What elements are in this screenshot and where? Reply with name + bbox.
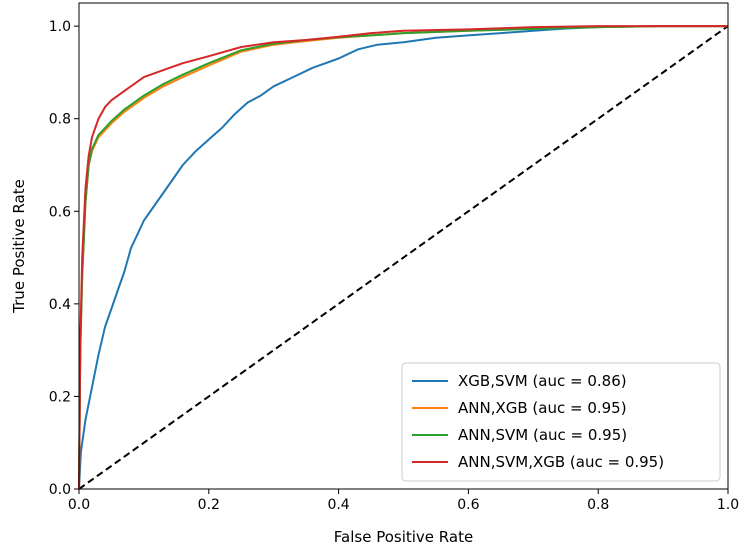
series-lines <box>78 25 729 490</box>
axes-frame <box>78 2 729 490</box>
y-tick-label: 0.0 <box>49 482 71 498</box>
x-axis-label: False Positive Rate <box>334 528 473 546</box>
x-tick-label: 0.2 <box>198 497 220 513</box>
plot-area <box>78 25 729 490</box>
legend-label: ANN,SVM (auc = 0.95) <box>458 426 627 444</box>
legend-box <box>401 362 721 482</box>
legend-label: ANN,XGB (auc = 0.95) <box>458 399 627 417</box>
y-tick-label: 0.2 <box>49 389 71 405</box>
chance-diagonal-line <box>78 25 729 490</box>
roc-curve-0 <box>78 25 728 490</box>
x-tick-label: 0.0 <box>68 497 90 513</box>
y-tick-label: 0.4 <box>49 297 71 313</box>
legend-label: XGB,SVM (auc = 0.86) <box>458 372 627 390</box>
axis-ticks: 0.0 0.2 0.4 0.6 0.8 1.0 0.0 0.2 0.4 0.6 0.8 1.0 <box>49 19 739 513</box>
y-tick-label: 0.6 <box>49 204 71 220</box>
x-tick-label: 0.6 <box>457 497 479 513</box>
legend: XGB,SVM (auc = 0.86) ANN,XGB (auc = 0.95)… <box>401 362 721 482</box>
roc-curve-3 <box>78 25 728 490</box>
x-tick-label: 0.8 <box>587 497 609 513</box>
x-tick-label: 1.0 <box>717 497 739 513</box>
y-axis-label: True Positive Rate <box>10 179 28 314</box>
x-tick-label: 0.4 <box>327 497 349 513</box>
y-tick-label: 0.8 <box>49 112 71 128</box>
y-tick-label: 1.0 <box>49 19 71 35</box>
legend-label: ANN,SVM,XGB (auc = 0.95) <box>458 453 664 471</box>
